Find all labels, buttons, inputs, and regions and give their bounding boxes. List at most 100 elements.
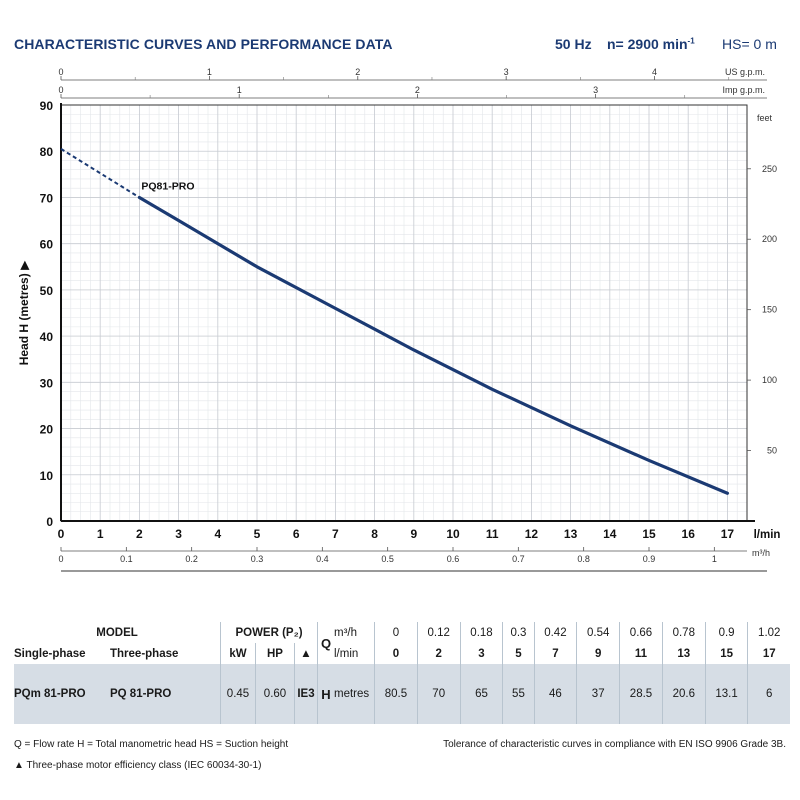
imp-gpm-tick-label: 2 (415, 85, 420, 95)
m3h-tick-label: 0 (58, 554, 63, 564)
q-lmin-cell: 0 (374, 643, 418, 664)
q-m3h-cell: 0.78 (661, 622, 706, 643)
feet-tick-label: 50 (767, 446, 777, 456)
y-tick-label: 0 (46, 515, 53, 529)
q-m3h-cell: 0 (374, 622, 418, 643)
h-label: H (317, 664, 334, 724)
m3h-tick-label: 1 (712, 554, 717, 564)
x-tick-label: 12 (525, 527, 539, 541)
table-header-row-1: MODEL POWER (P₂) Q m³/h 0 0.12 0.18 0.3 … (14, 622, 790, 664)
speed-label: n= 2900 min-1 (607, 36, 695, 52)
m3h-tick-label: 0.3 (251, 554, 264, 564)
suction-height-label: HS= 0 m (722, 36, 777, 52)
q-m3h-cell: 0.42 (533, 622, 577, 643)
x-tick-label: 14 (603, 527, 617, 541)
feet-unit-label: feet (757, 113, 773, 123)
performance-table: MODEL POWER (P₂) Q m³/h 0 0.12 0.18 0.3 … (14, 622, 790, 724)
x-tick-label: 2 (136, 527, 143, 541)
y-tick-label: 70 (40, 191, 54, 205)
imp-gpm-tick-label: 1 (237, 85, 242, 95)
q-lmin-cell: 13 (661, 643, 706, 664)
m3h-unit: m³/h (334, 626, 357, 639)
x-tick-label: 0 (58, 527, 65, 541)
m3h-tick-label: 0.7 (512, 554, 525, 564)
footer-tolerance: Tolerance of characteristic curves in co… (443, 739, 786, 750)
ie-marker-icon: ▲ (294, 643, 318, 664)
q-header: Q (317, 622, 334, 664)
x-tick-label: 3 (175, 527, 182, 541)
x-tick-label: 17 (721, 527, 735, 541)
three-phase-header: Three-phase (110, 647, 179, 660)
y-tick-label: 40 (40, 330, 54, 344)
frequency-label: 50 Hz (555, 36, 592, 52)
us-gpm-tick-label: 3 (504, 67, 509, 77)
h-value-cell: 28.5 (619, 664, 663, 724)
x-tick-label: 11 (486, 527, 499, 541)
y-tick-label: 80 (40, 145, 54, 159)
q-lmin-cell: 5 (502, 643, 534, 664)
h-value-cell: 46 (533, 664, 577, 724)
hp-header: HP (255, 643, 295, 664)
hp-value: 0.60 (255, 664, 295, 724)
q-m3h-cell: 0.9 (704, 622, 748, 643)
q-m3h-cell: 0.12 (416, 622, 461, 643)
h-value-cell: 37 (576, 664, 620, 724)
x-tick-label: 9 (410, 527, 417, 541)
m3h-unit-label: m³/h (752, 548, 770, 558)
q-m3h-cell: 1.02 (747, 622, 790, 643)
q-lmin-cell: 3 (459, 643, 503, 664)
table-row: PQm 81-PRO PQ 81-PRO 0.45 0.60 IE3 H met… (14, 664, 790, 724)
single-phase-model: PQm 81-PRO (14, 664, 110, 724)
curve-extrapolated-segment (60, 148, 140, 199)
page-title: CHARACTERISTIC CURVES AND PERFORMANCE DA… (14, 36, 393, 52)
q-m3h-cell: 0.54 (576, 622, 620, 643)
y-axis-title: Head H (metres) ▶ (17, 260, 31, 365)
x-tick-label: 5 (254, 527, 261, 541)
us-gpm-tick-label: 1 (207, 67, 212, 77)
h-unit: metres (334, 664, 375, 724)
h-value-cell: 6 (747, 664, 790, 724)
imp-gpm-unit-label: Imp g.p.m. (722, 85, 765, 95)
y-tick-label: 50 (40, 284, 54, 298)
x-tick-label: 8 (371, 527, 378, 541)
y-tick-label: 10 (40, 469, 54, 483)
kw-value: 0.45 (220, 664, 256, 724)
power-header: POWER (P₂) (220, 622, 318, 643)
curve-label: PQ81-PRO (141, 180, 194, 192)
three-phase-model: PQ 81-PRO (110, 664, 221, 724)
y-tick-label: 30 (40, 376, 54, 390)
h-value-cell: 13.1 (704, 664, 748, 724)
ie-value: IE3 (294, 664, 318, 724)
m3h-tick-label: 0.8 (577, 554, 590, 564)
us-gpm-tick-label: 2 (355, 67, 360, 77)
feet-tick-label: 200 (762, 234, 777, 244)
q-lmin-cell: 2 (416, 643, 461, 664)
y-tick-label: 90 (40, 99, 54, 113)
h-value-cell: 70 (416, 664, 461, 724)
feet-tick-label: 100 (762, 375, 777, 385)
model-header: MODEL (96, 626, 138, 639)
q-lmin-cell: 7 (533, 643, 577, 664)
x-tick-label: 13 (564, 527, 578, 541)
y-tick-label: 20 (40, 423, 54, 437)
x-tick-label: 7 (332, 527, 339, 541)
h-value-cell: 65 (459, 664, 503, 724)
x-tick-label: 16 (682, 527, 696, 541)
q-m3h-cell: 0.66 (619, 622, 663, 643)
us-gpm-tick-label: 4 (652, 67, 657, 77)
h-value-cell: 55 (502, 664, 534, 724)
m3h-tick-label: 0.6 (447, 554, 460, 564)
h-value-cell: 20.6 (661, 664, 706, 724)
m3h-tick-label: 0.2 (185, 554, 198, 564)
m3h-tick-label: 0.9 (643, 554, 656, 564)
q-m3h-cell: 0.3 (502, 622, 534, 643)
m3h-tick-label: 0.1 (120, 554, 133, 564)
table-header-row-2: Single-phase Three-phase kW HP ▲ l/min 0… (14, 643, 790, 664)
q-lmin-cell: 11 (619, 643, 663, 664)
kw-header: kW (220, 643, 256, 664)
q-m3h-cell: 0.18 (459, 622, 503, 643)
q-lmin-cell: 17 (747, 643, 790, 664)
lmin-unit: l/min (334, 647, 359, 660)
footer-efficiency-note: ▲ Three-phase motor efficiency class (IE… (14, 760, 262, 771)
footer-legend: Q = Flow rate H = Total manometric head … (14, 739, 289, 750)
